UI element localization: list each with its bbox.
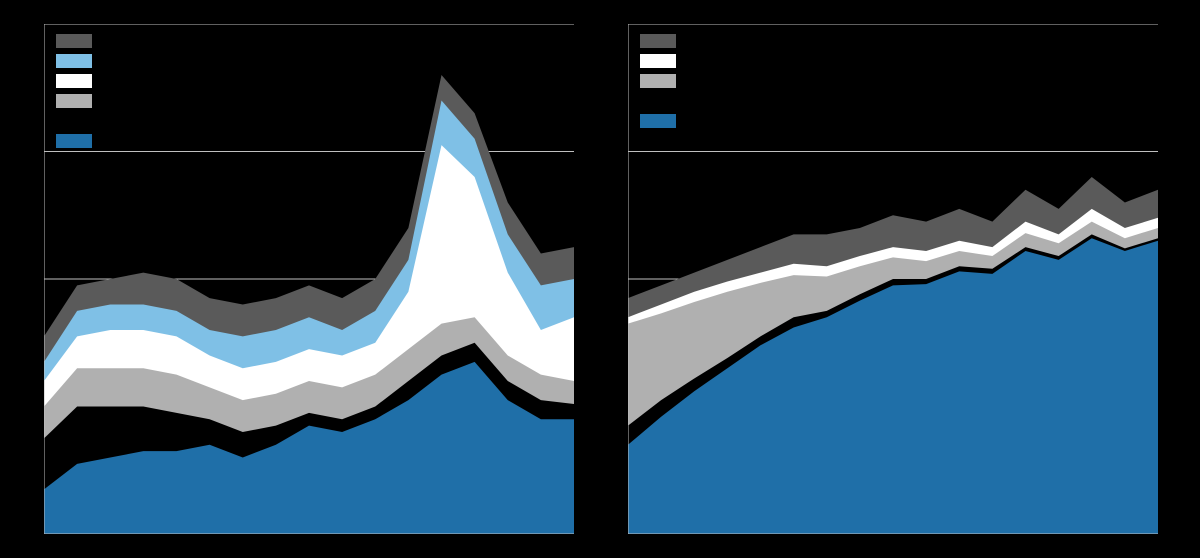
right-legend	[640, 34, 684, 134]
legend-swatch	[56, 74, 92, 88]
legend-item	[640, 54, 684, 68]
legend-item	[56, 134, 100, 148]
left-area-chart	[44, 24, 574, 534]
left-legend	[56, 34, 100, 154]
legend-swatch	[56, 34, 92, 48]
legend-item	[640, 34, 684, 48]
legend-swatch	[640, 34, 676, 48]
legend-swatch	[56, 54, 92, 68]
legend-item	[56, 54, 100, 68]
chart-pair: { "canvas": { "width": 1200, "height": 5…	[0, 0, 1200, 558]
legend-item	[640, 74, 684, 88]
legend-swatch	[640, 54, 676, 68]
legend-item	[56, 34, 100, 48]
legend-item	[640, 94, 684, 108]
legend-swatch	[640, 74, 676, 88]
legend-swatch	[56, 94, 92, 108]
legend-item	[640, 114, 684, 128]
legend-swatch	[640, 94, 676, 108]
legend-swatch	[56, 114, 92, 128]
legend-swatch	[56, 134, 92, 148]
chart-plot	[628, 24, 1158, 534]
legend-item	[56, 74, 100, 88]
right-area-chart	[628, 24, 1158, 534]
legend-swatch	[640, 114, 676, 128]
legend-item	[56, 114, 100, 128]
legend-item	[56, 94, 100, 108]
chart-plot	[44, 24, 574, 534]
